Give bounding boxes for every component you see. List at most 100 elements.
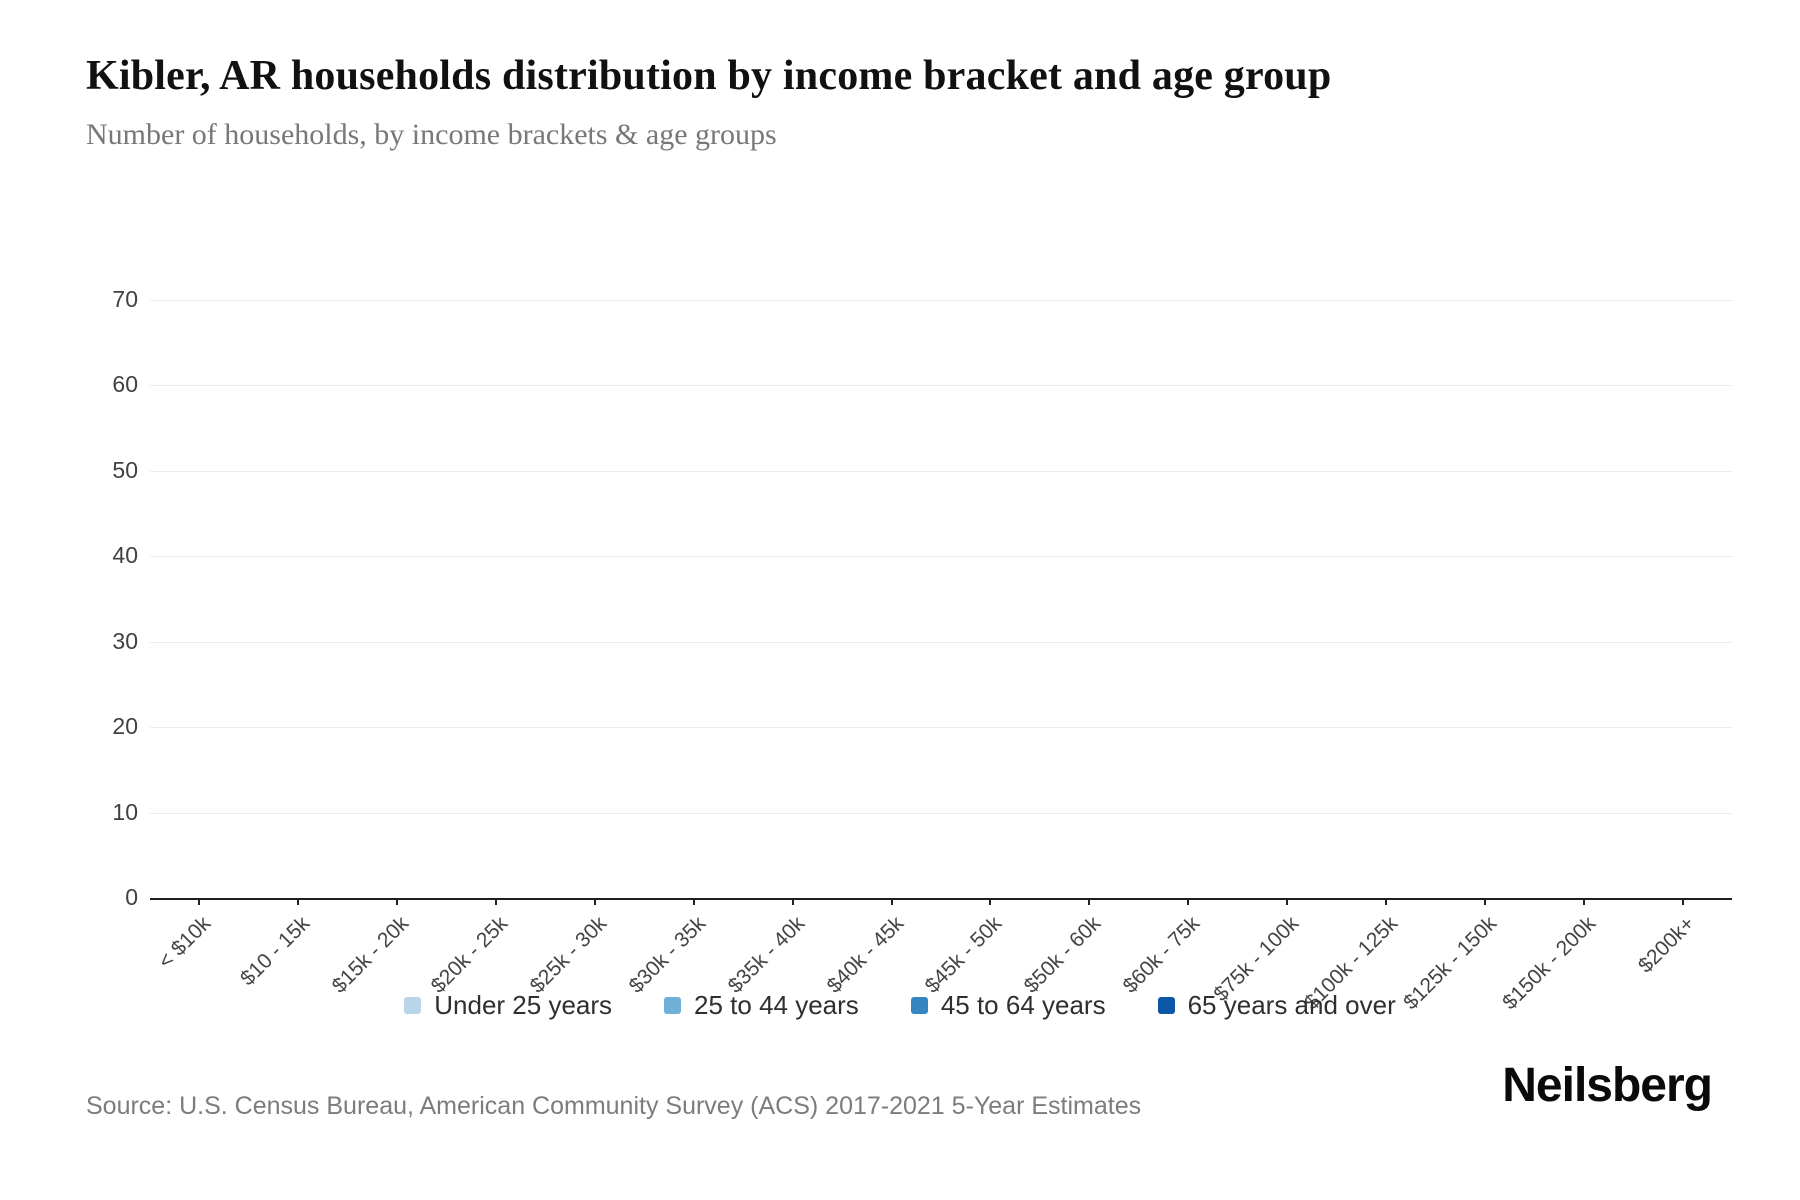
legend-item[interactable]: 25 to 44 years — [664, 990, 859, 1021]
y-tick-label: 70 — [112, 286, 138, 312]
stacked-bar — [261, 897, 335, 898]
stacked-bar — [1349, 896, 1423, 898]
plot-area: < $10k $10 - 15k $15k - 20k $20k - 25k $25k … — [150, 300, 1732, 1014]
gridline-40 — [150, 556, 1732, 558]
bar-group — [348, 300, 447, 898]
y-tick-label: 60 — [112, 371, 138, 398]
x-tick — [1088, 898, 1091, 905]
brand-logo: Neilsberg — [1502, 1059, 1713, 1112]
bar-segment[interactable] — [953, 896, 1028, 897]
bar-segment[interactable] — [657, 896, 731, 897]
legend-label: 25 to 44 years — [694, 990, 859, 1020]
stacked-bar — [953, 896, 1028, 898]
gridline-20 — [150, 727, 1732, 729]
legend-swatch-icon — [664, 997, 682, 1014]
gridline-50 — [150, 470, 1732, 472]
x-tick — [1681, 898, 1684, 905]
x-tick-label: < $10k — [154, 912, 216, 974]
bar-segment[interactable] — [1151, 897, 1225, 898]
bar-segment[interactable] — [953, 897, 1028, 898]
bar-segment[interactable] — [261, 897, 335, 898]
bar-segment[interactable] — [558, 896, 632, 897]
x-tick — [593, 898, 596, 905]
gridline-30 — [150, 641, 1732, 643]
x-tick — [297, 898, 300, 905]
page-title: Kibler, AR households distribution by in… — [86, 53, 1332, 99]
bar-segment[interactable] — [459, 897, 533, 898]
bar-segment[interactable] — [1052, 897, 1126, 898]
y-tick-label: 10 — [112, 798, 138, 825]
x-tick — [1483, 898, 1486, 905]
stacked-bar — [657, 896, 731, 898]
stacked-bar — [360, 897, 434, 898]
bar-group — [941, 300, 1040, 898]
legend-label: Under 25 years — [434, 990, 613, 1020]
bar-group — [644, 300, 743, 898]
gridline-10 — [150, 812, 1732, 814]
x-tick — [692, 898, 695, 905]
bar-segment[interactable] — [1645, 897, 1720, 898]
legend-item[interactable]: 65 years and over — [1157, 990, 1396, 1021]
y-tick-label: 0 — [125, 884, 138, 910]
bar-segment[interactable] — [360, 897, 434, 898]
x-tick-label: $45k - 50k — [921, 912, 1007, 998]
bar-segment[interactable] — [1250, 896, 1324, 897]
x-tick — [989, 898, 992, 905]
x-tick-label: $35k - 40k — [723, 912, 809, 998]
x-tick-label: $30k - 35k — [624, 912, 711, 998]
y-tick-label: 30 — [112, 627, 138, 654]
y-tick-label: 20 — [112, 713, 138, 740]
bar-segment[interactable] — [1250, 897, 1324, 898]
x-tick — [198, 898, 201, 905]
x-tick-label: $10 - 15k — [236, 912, 315, 991]
x-tick-label: $20k - 25k — [426, 912, 513, 998]
x-tick — [1384, 898, 1387, 905]
bar-segment[interactable] — [1349, 896, 1423, 897]
bar-segment[interactable] — [1448, 896, 1522, 897]
bar-group — [1534, 300, 1633, 898]
bar-group — [1139, 300, 1238, 898]
source-note: Source: U.S. Census Bureau, American Com… — [86, 1092, 1142, 1120]
bar-group — [1238, 300, 1337, 898]
bar-group — [842, 300, 941, 898]
bar-group — [546, 300, 645, 898]
bar-segment[interactable] — [1448, 897, 1522, 898]
x-tick — [1286, 898, 1289, 905]
x-tick — [495, 898, 498, 905]
legend-swatch-icon — [404, 997, 422, 1014]
bar-segment[interactable] — [1349, 897, 1423, 898]
gridline-60 — [150, 385, 1732, 387]
x-tick — [791, 898, 794, 905]
bar-group — [249, 300, 348, 898]
stacked-bar — [1151, 897, 1225, 898]
bar-segment[interactable] — [558, 897, 632, 898]
bar-segment[interactable] — [657, 897, 731, 898]
x-tick — [890, 898, 893, 905]
bar-segment[interactable] — [854, 897, 929, 898]
x-tick-label: $60k - 75k — [1118, 912, 1205, 998]
x-tick-label: $25k - 30k — [525, 912, 612, 998]
stacked-bar-chart: 0 10 20 30 40 50 60 70 < $10k $10 - 15k $15k - 20… — [86, 255, 1746, 1014]
stacked-bar — [459, 897, 533, 898]
stacked-bar — [1448, 896, 1522, 898]
bar-group — [1633, 300, 1732, 898]
legend-item[interactable]: 45 to 64 years — [910, 990, 1106, 1021]
legend-swatch-icon — [1157, 997, 1175, 1014]
x-tick — [396, 898, 399, 905]
legend-item[interactable]: Under 25 years — [404, 990, 612, 1021]
bar-group — [150, 300, 249, 898]
gridline-70 — [150, 300, 1732, 301]
bar-group — [447, 300, 546, 898]
stacked-bar — [1250, 896, 1324, 898]
bar-group — [743, 300, 842, 898]
x-tick-label: $15k - 20k — [327, 912, 414, 998]
legend-label: 65 years and over — [1187, 990, 1396, 1020]
page-subtitle: Number of households, by income brackets… — [86, 118, 777, 151]
y-tick-label: 40 — [112, 542, 138, 569]
stacked-bar — [1052, 897, 1126, 898]
legend-label: 45 to 64 years — [940, 990, 1106, 1020]
x-tick — [1582, 898, 1585, 905]
x-tick-label: $200k+ — [1633, 912, 1699, 978]
legend-swatch-icon — [910, 997, 928, 1014]
chart-legend: Under 25 years 25 to 44 years 45 to 64 yea… — [150, 990, 1650, 1021]
